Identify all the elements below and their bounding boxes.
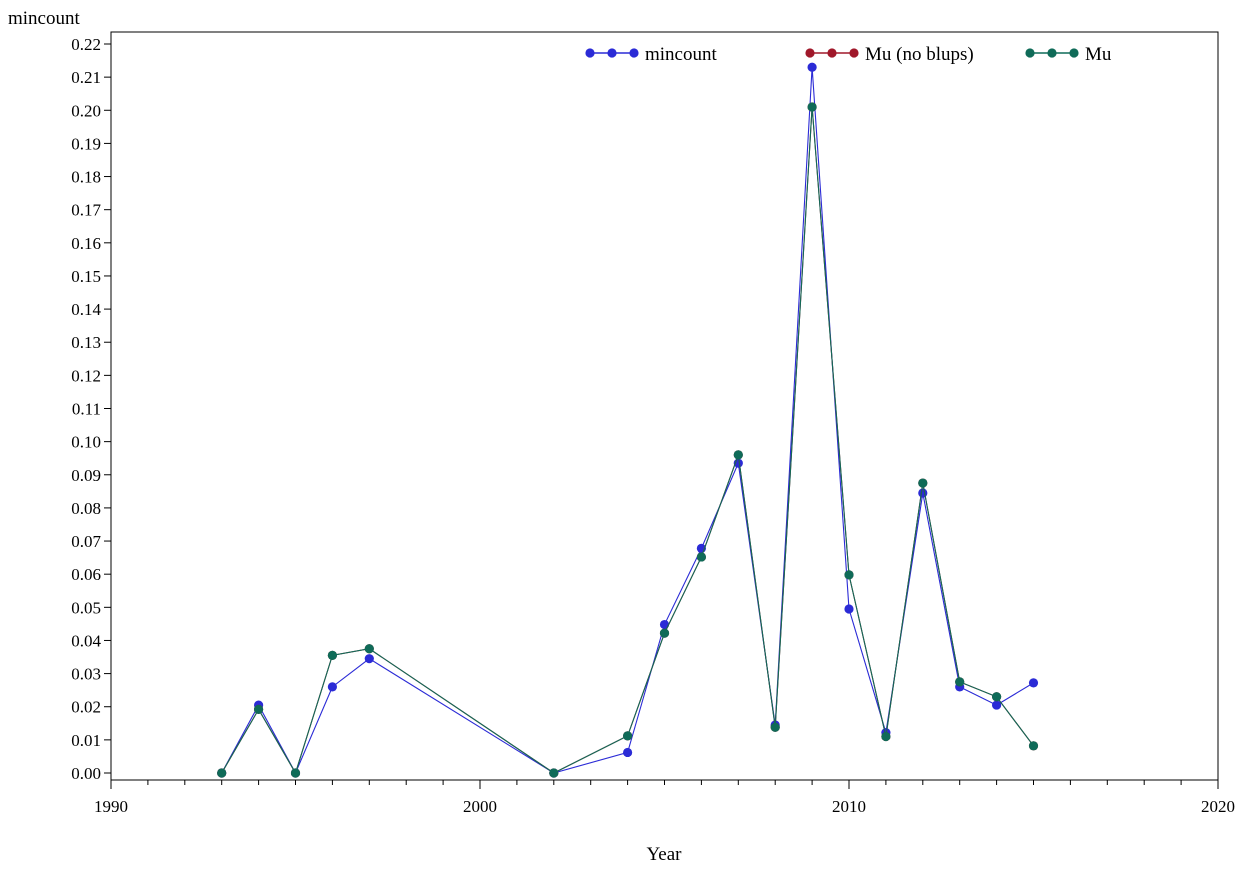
y-tick-label: 0.18 [71,168,101,187]
legend-label: Mu [1085,44,1112,65]
legend: mincount Mu (no blups) Mu [585,44,1112,65]
data-point [659,628,670,638]
data-point [918,488,928,498]
legend-item: mincount [585,44,717,65]
legend-label: mincount [645,44,717,65]
legend-marker [1069,48,1079,58]
series-layer [217,62,1039,778]
y-tick-label: 0.06 [71,565,101,584]
y-tick-label: 0.12 [71,366,101,385]
data-point [696,552,707,562]
data-point [623,747,633,758]
x-axis: 1990 2000 2010 2020 [94,780,1235,816]
legend-label: Mu (no blups) [865,44,974,65]
series-0 [217,62,1039,778]
x-tick-label: 1990 [94,797,128,816]
legend-marker [607,48,617,58]
data-point [290,768,301,778]
y-tick-label: 0.14 [71,300,101,319]
data-point [992,700,1002,710]
data-point [327,650,337,660]
x-tick-label: 2010 [832,797,866,816]
y-tick-label: 0.19 [71,134,101,153]
data-point [217,768,227,778]
y-tick-label: 0.09 [71,466,101,485]
y-tick-label: 0.00 [71,764,101,783]
y-tick-label: 0.10 [71,433,101,452]
data-point [254,704,264,714]
data-point [807,102,817,112]
y-tick-label: 0.22 [71,35,101,54]
data-point [770,722,780,732]
data-point [807,62,817,72]
series-line [221,106,1034,775]
data-point [1028,741,1039,751]
legend-marker [1047,48,1057,58]
x-axis-label: Year [646,844,682,865]
y-axis-label: mincount [8,8,80,29]
y-tick-label: 0.16 [71,234,101,253]
data-point [327,682,337,692]
data-point [881,731,891,742]
x-tick-label: 2020 [1201,797,1235,816]
data-point [844,570,854,580]
y-tick-label: 0.04 [71,631,101,650]
y-tick-label: 0.03 [71,665,101,684]
legend-item: Mu [1025,44,1112,65]
data-point [733,450,743,460]
data-point [659,619,670,630]
y-tick-label: 0.02 [71,698,101,717]
series-2 [217,102,1039,778]
legend-item: Mu (no blups) [805,44,974,65]
data-point [549,768,559,778]
legend-marker [849,48,859,58]
y-tick-label: 0.13 [71,333,101,352]
y-tick-label: 0.08 [71,499,101,518]
y-tick-label: 0.11 [72,400,101,419]
series-1 [217,102,1039,778]
y-tick-label: 0.21 [71,68,101,87]
legend-marker [805,48,815,58]
data-point [364,654,374,664]
data-point [623,731,633,741]
y-tick-label: 0.01 [71,731,101,750]
series-line [221,67,1034,775]
data-point [844,604,854,614]
y-axis: 0.00 0.01 0.02 0.03 0.04 0.05 0.06 0.07 0.08 0.09… [71,35,111,783]
y-tick-label: 0.17 [71,201,101,220]
y-tick-label: 0.15 [71,267,101,286]
y-tick-label: 0.20 [71,101,101,120]
legend-marker [827,48,837,58]
plot-area-frame [110,31,1219,781]
x-tick-label: 2000 [463,797,497,816]
data-point [955,677,965,687]
data-point [918,478,928,488]
data-point [992,692,1002,702]
legend-marker [1025,48,1035,58]
y-tick-label: 0.07 [71,532,101,551]
data-point [1028,678,1039,688]
legend-marker [629,48,639,58]
data-point [364,644,374,654]
series-line [221,106,1034,775]
legend-marker [585,48,595,58]
y-tick-label: 0.05 [71,598,101,617]
